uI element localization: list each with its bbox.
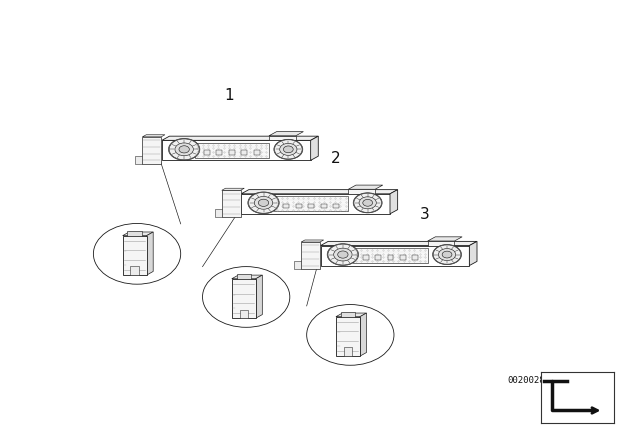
Circle shape <box>363 199 372 206</box>
Circle shape <box>168 138 200 160</box>
Bar <box>333 204 339 208</box>
Polygon shape <box>301 242 320 269</box>
Bar <box>253 150 260 155</box>
Polygon shape <box>232 275 262 279</box>
Circle shape <box>333 248 352 261</box>
Polygon shape <box>428 241 454 246</box>
Circle shape <box>307 305 394 365</box>
Bar <box>412 255 419 260</box>
Polygon shape <box>136 156 142 164</box>
Polygon shape <box>142 135 165 137</box>
Bar <box>284 204 289 208</box>
Polygon shape <box>221 188 244 190</box>
Polygon shape <box>241 190 397 194</box>
Polygon shape <box>162 140 310 160</box>
Polygon shape <box>147 232 153 275</box>
Circle shape <box>179 146 189 153</box>
Polygon shape <box>256 275 262 318</box>
Polygon shape <box>321 246 469 266</box>
Polygon shape <box>215 209 221 217</box>
Circle shape <box>327 244 358 266</box>
Circle shape <box>433 245 461 264</box>
Circle shape <box>175 143 193 156</box>
Polygon shape <box>360 313 367 356</box>
Polygon shape <box>390 190 397 214</box>
Text: 2: 2 <box>331 151 340 167</box>
Polygon shape <box>301 240 324 242</box>
Polygon shape <box>336 317 360 356</box>
Polygon shape <box>294 261 301 269</box>
Bar <box>388 255 394 260</box>
Polygon shape <box>221 190 241 217</box>
Circle shape <box>338 251 348 258</box>
Bar <box>204 150 210 155</box>
Circle shape <box>280 143 297 155</box>
Circle shape <box>274 139 303 159</box>
Circle shape <box>254 196 273 209</box>
Text: 00200288: 00200288 <box>508 376 550 385</box>
Circle shape <box>328 244 358 265</box>
Circle shape <box>169 139 199 160</box>
Bar <box>229 150 235 155</box>
Circle shape <box>259 199 269 207</box>
Text: 3: 3 <box>420 207 429 222</box>
Polygon shape <box>269 132 303 136</box>
Bar <box>321 204 326 208</box>
Circle shape <box>93 224 180 284</box>
Bar <box>344 348 352 356</box>
Polygon shape <box>469 241 477 266</box>
Polygon shape <box>348 185 383 189</box>
Polygon shape <box>232 279 256 318</box>
Polygon shape <box>310 136 318 160</box>
Text: 1: 1 <box>224 88 234 103</box>
Polygon shape <box>321 241 477 246</box>
Circle shape <box>433 245 461 265</box>
Bar <box>308 204 314 208</box>
Circle shape <box>284 146 293 153</box>
Bar <box>296 204 301 208</box>
Circle shape <box>442 251 452 258</box>
Circle shape <box>359 197 376 209</box>
Polygon shape <box>123 232 153 236</box>
Polygon shape <box>162 136 318 140</box>
Bar <box>195 143 269 158</box>
Bar <box>375 255 381 260</box>
Bar <box>127 231 142 236</box>
Polygon shape <box>142 137 161 164</box>
Circle shape <box>248 192 279 214</box>
Polygon shape <box>428 237 462 241</box>
Polygon shape <box>241 194 390 214</box>
Circle shape <box>202 267 290 327</box>
Bar <box>353 248 428 263</box>
Bar <box>340 312 355 317</box>
Bar <box>400 255 406 260</box>
Circle shape <box>275 140 302 159</box>
Bar <box>274 196 348 211</box>
Circle shape <box>353 193 382 213</box>
Polygon shape <box>269 136 296 140</box>
Circle shape <box>248 192 278 213</box>
Circle shape <box>354 193 381 212</box>
Polygon shape <box>123 236 147 275</box>
Bar <box>363 255 369 260</box>
Circle shape <box>438 249 456 261</box>
Bar <box>216 150 222 155</box>
Polygon shape <box>348 189 375 194</box>
Polygon shape <box>336 313 367 317</box>
Bar <box>237 274 251 279</box>
Bar <box>241 150 247 155</box>
Bar <box>239 310 248 318</box>
Bar <box>131 267 139 275</box>
